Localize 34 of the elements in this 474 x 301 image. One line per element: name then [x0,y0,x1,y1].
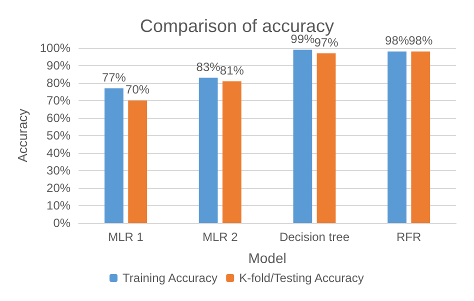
data-label: 81% [220,63,244,78]
data-label: 83% [196,60,221,74]
bar [316,53,336,223]
y-tick-label: 100% [40,41,71,55]
bar [128,100,147,223]
y-tick-label: 60% [46,111,71,125]
data-label: 98% [385,34,410,48]
bar [222,81,242,223]
bar [388,52,406,223]
y-tick-label: 70% [46,94,71,108]
x-tick-label: RFR [396,230,422,244]
y-tick-label: 20% [46,181,71,195]
bar [411,52,430,223]
legend-label: Training Accuracy [122,271,218,285]
x-tick-label: MLR 1 [108,230,144,244]
x-tick-label: Decision tree [279,230,350,244]
data-label: 77% [102,70,126,84]
y-tick-label: 30% [46,164,71,178]
bar [104,88,124,223]
data-label: 70% [126,82,150,96]
y-axis-title: Accuracy [15,108,30,162]
x-tick-label: MLR 2 [202,230,238,244]
legend-label: K-fold/Testing Accuracy [239,271,364,285]
y-tick-label: 40% [46,146,71,160]
y-tick-label: 10% [46,198,71,212]
y-tick-label: 50% [46,128,71,142]
y-tick-label: 80% [46,76,71,90]
data-label: 98% [408,34,433,48]
bar [293,50,312,223]
x-axis-title: Model [248,250,286,266]
y-tick-label: 90% [46,58,71,72]
bar [198,78,218,223]
y-tick-label: 0% [53,216,71,230]
data-label: 97% [314,35,339,50]
